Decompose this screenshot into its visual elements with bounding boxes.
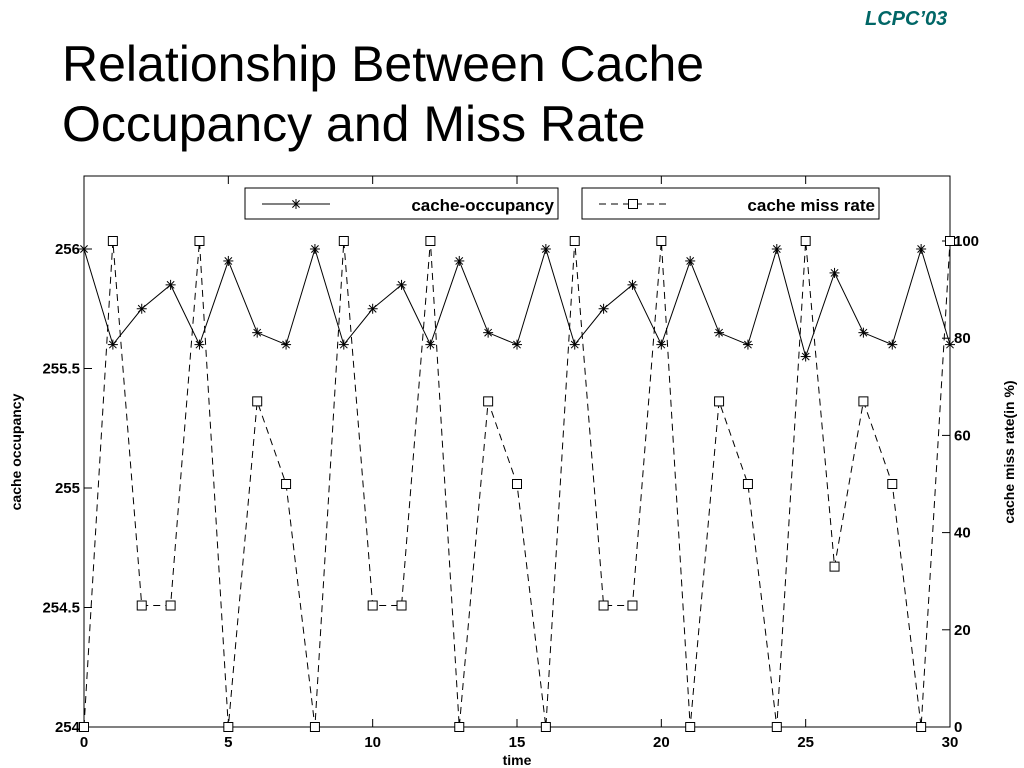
y-tick-label-right: 20 bbox=[954, 622, 971, 639]
square-marker bbox=[800, 236, 811, 246]
star-marker bbox=[656, 339, 667, 350]
star-marker bbox=[627, 279, 638, 290]
square-marker bbox=[367, 600, 378, 611]
star-marker bbox=[165, 279, 176, 290]
square-marker bbox=[223, 722, 234, 732]
x-tick-label: 0 bbox=[80, 734, 88, 751]
star-marker bbox=[281, 339, 292, 350]
star-marker bbox=[540, 244, 551, 254]
plot-frame bbox=[83, 175, 951, 728]
square-marker bbox=[627, 600, 638, 611]
star-marker bbox=[945, 339, 955, 350]
legend-label: cache miss rate bbox=[747, 196, 875, 215]
square-marker bbox=[714, 396, 725, 407]
y-tick-label-left: 255.5 bbox=[42, 361, 80, 378]
star-marker bbox=[887, 339, 898, 350]
star-marker bbox=[309, 244, 320, 254]
y-axis-label-right: cache miss rate(in %) bbox=[1001, 380, 1017, 523]
square-marker bbox=[107, 236, 118, 246]
star-marker bbox=[338, 339, 349, 350]
star-marker bbox=[714, 327, 725, 338]
star-marker bbox=[685, 255, 696, 266]
star-marker bbox=[194, 339, 205, 350]
x-tick-label: 15 bbox=[509, 734, 526, 751]
square-marker bbox=[252, 396, 263, 407]
square-marker bbox=[79, 722, 89, 732]
star-marker bbox=[252, 327, 263, 338]
square-marker bbox=[396, 600, 407, 611]
y-tick-label-right: 0 bbox=[954, 719, 962, 736]
star-marker bbox=[598, 303, 609, 314]
square-marker bbox=[685, 722, 696, 732]
square-marker bbox=[194, 236, 205, 246]
star-marker bbox=[291, 199, 301, 209]
square-marker bbox=[858, 396, 869, 407]
star-marker bbox=[800, 351, 811, 362]
square-marker bbox=[598, 600, 609, 611]
x-tick-label: 10 bbox=[364, 734, 381, 751]
square-marker bbox=[136, 600, 147, 611]
star-marker bbox=[454, 255, 465, 266]
square-marker bbox=[945, 236, 955, 246]
y-tick-label-right: 100 bbox=[954, 233, 979, 250]
star-marker bbox=[829, 267, 840, 278]
y-axis-label-left: cache occupancy bbox=[8, 393, 24, 510]
star-marker bbox=[425, 339, 436, 350]
slide-title: Relationship Between Cache Occupancy and… bbox=[62, 36, 705, 152]
square-marker bbox=[338, 236, 349, 246]
x-axis-label: time bbox=[503, 752, 532, 768]
square-marker bbox=[656, 236, 667, 246]
square-marker bbox=[829, 561, 840, 572]
square-marker bbox=[425, 236, 436, 246]
y-tick-label-right: 40 bbox=[954, 525, 971, 542]
star-marker bbox=[79, 244, 89, 254]
square-marker bbox=[569, 236, 580, 246]
star-marker bbox=[107, 339, 118, 350]
star-marker bbox=[742, 339, 753, 350]
star-marker bbox=[512, 339, 522, 350]
y-tick-label-left: 254 bbox=[55, 719, 81, 736]
square-marker bbox=[742, 479, 753, 489]
square-marker bbox=[540, 722, 551, 732]
x-tick-label: 25 bbox=[797, 734, 814, 751]
square-marker bbox=[281, 479, 292, 489]
star-marker bbox=[483, 327, 494, 338]
square-marker bbox=[454, 722, 465, 732]
star-marker bbox=[916, 244, 927, 254]
x-tick-label: 30 bbox=[942, 734, 959, 751]
y-tick-label-left: 254.5 bbox=[42, 600, 80, 617]
star-marker bbox=[569, 339, 580, 350]
star-marker bbox=[396, 279, 407, 290]
square-marker bbox=[628, 199, 638, 209]
conference-tag: LCPC’03 bbox=[865, 8, 948, 30]
y-tick-label-left: 256 bbox=[55, 241, 80, 258]
star-marker bbox=[136, 303, 147, 314]
legend-item: cache-occupancy bbox=[244, 187, 559, 220]
x-tick-label: 20 bbox=[653, 734, 670, 751]
legend-item: cache miss rate bbox=[581, 187, 880, 220]
y-tick-label-right: 80 bbox=[954, 330, 971, 347]
star-marker bbox=[223, 255, 234, 266]
star-marker bbox=[771, 244, 782, 254]
legend-label: cache-occupancy bbox=[411, 196, 554, 215]
square-marker bbox=[483, 396, 494, 407]
y-tick-label-left: 255 bbox=[55, 480, 80, 497]
star-marker bbox=[367, 303, 378, 314]
square-marker bbox=[512, 479, 522, 489]
x-tick-label: 5 bbox=[224, 734, 232, 751]
star-marker bbox=[858, 327, 869, 338]
square-marker bbox=[165, 600, 176, 611]
square-marker bbox=[309, 722, 320, 732]
square-marker bbox=[916, 722, 927, 732]
square-marker bbox=[887, 479, 898, 489]
y-tick-label-right: 60 bbox=[954, 427, 971, 444]
square-marker bbox=[771, 722, 782, 732]
